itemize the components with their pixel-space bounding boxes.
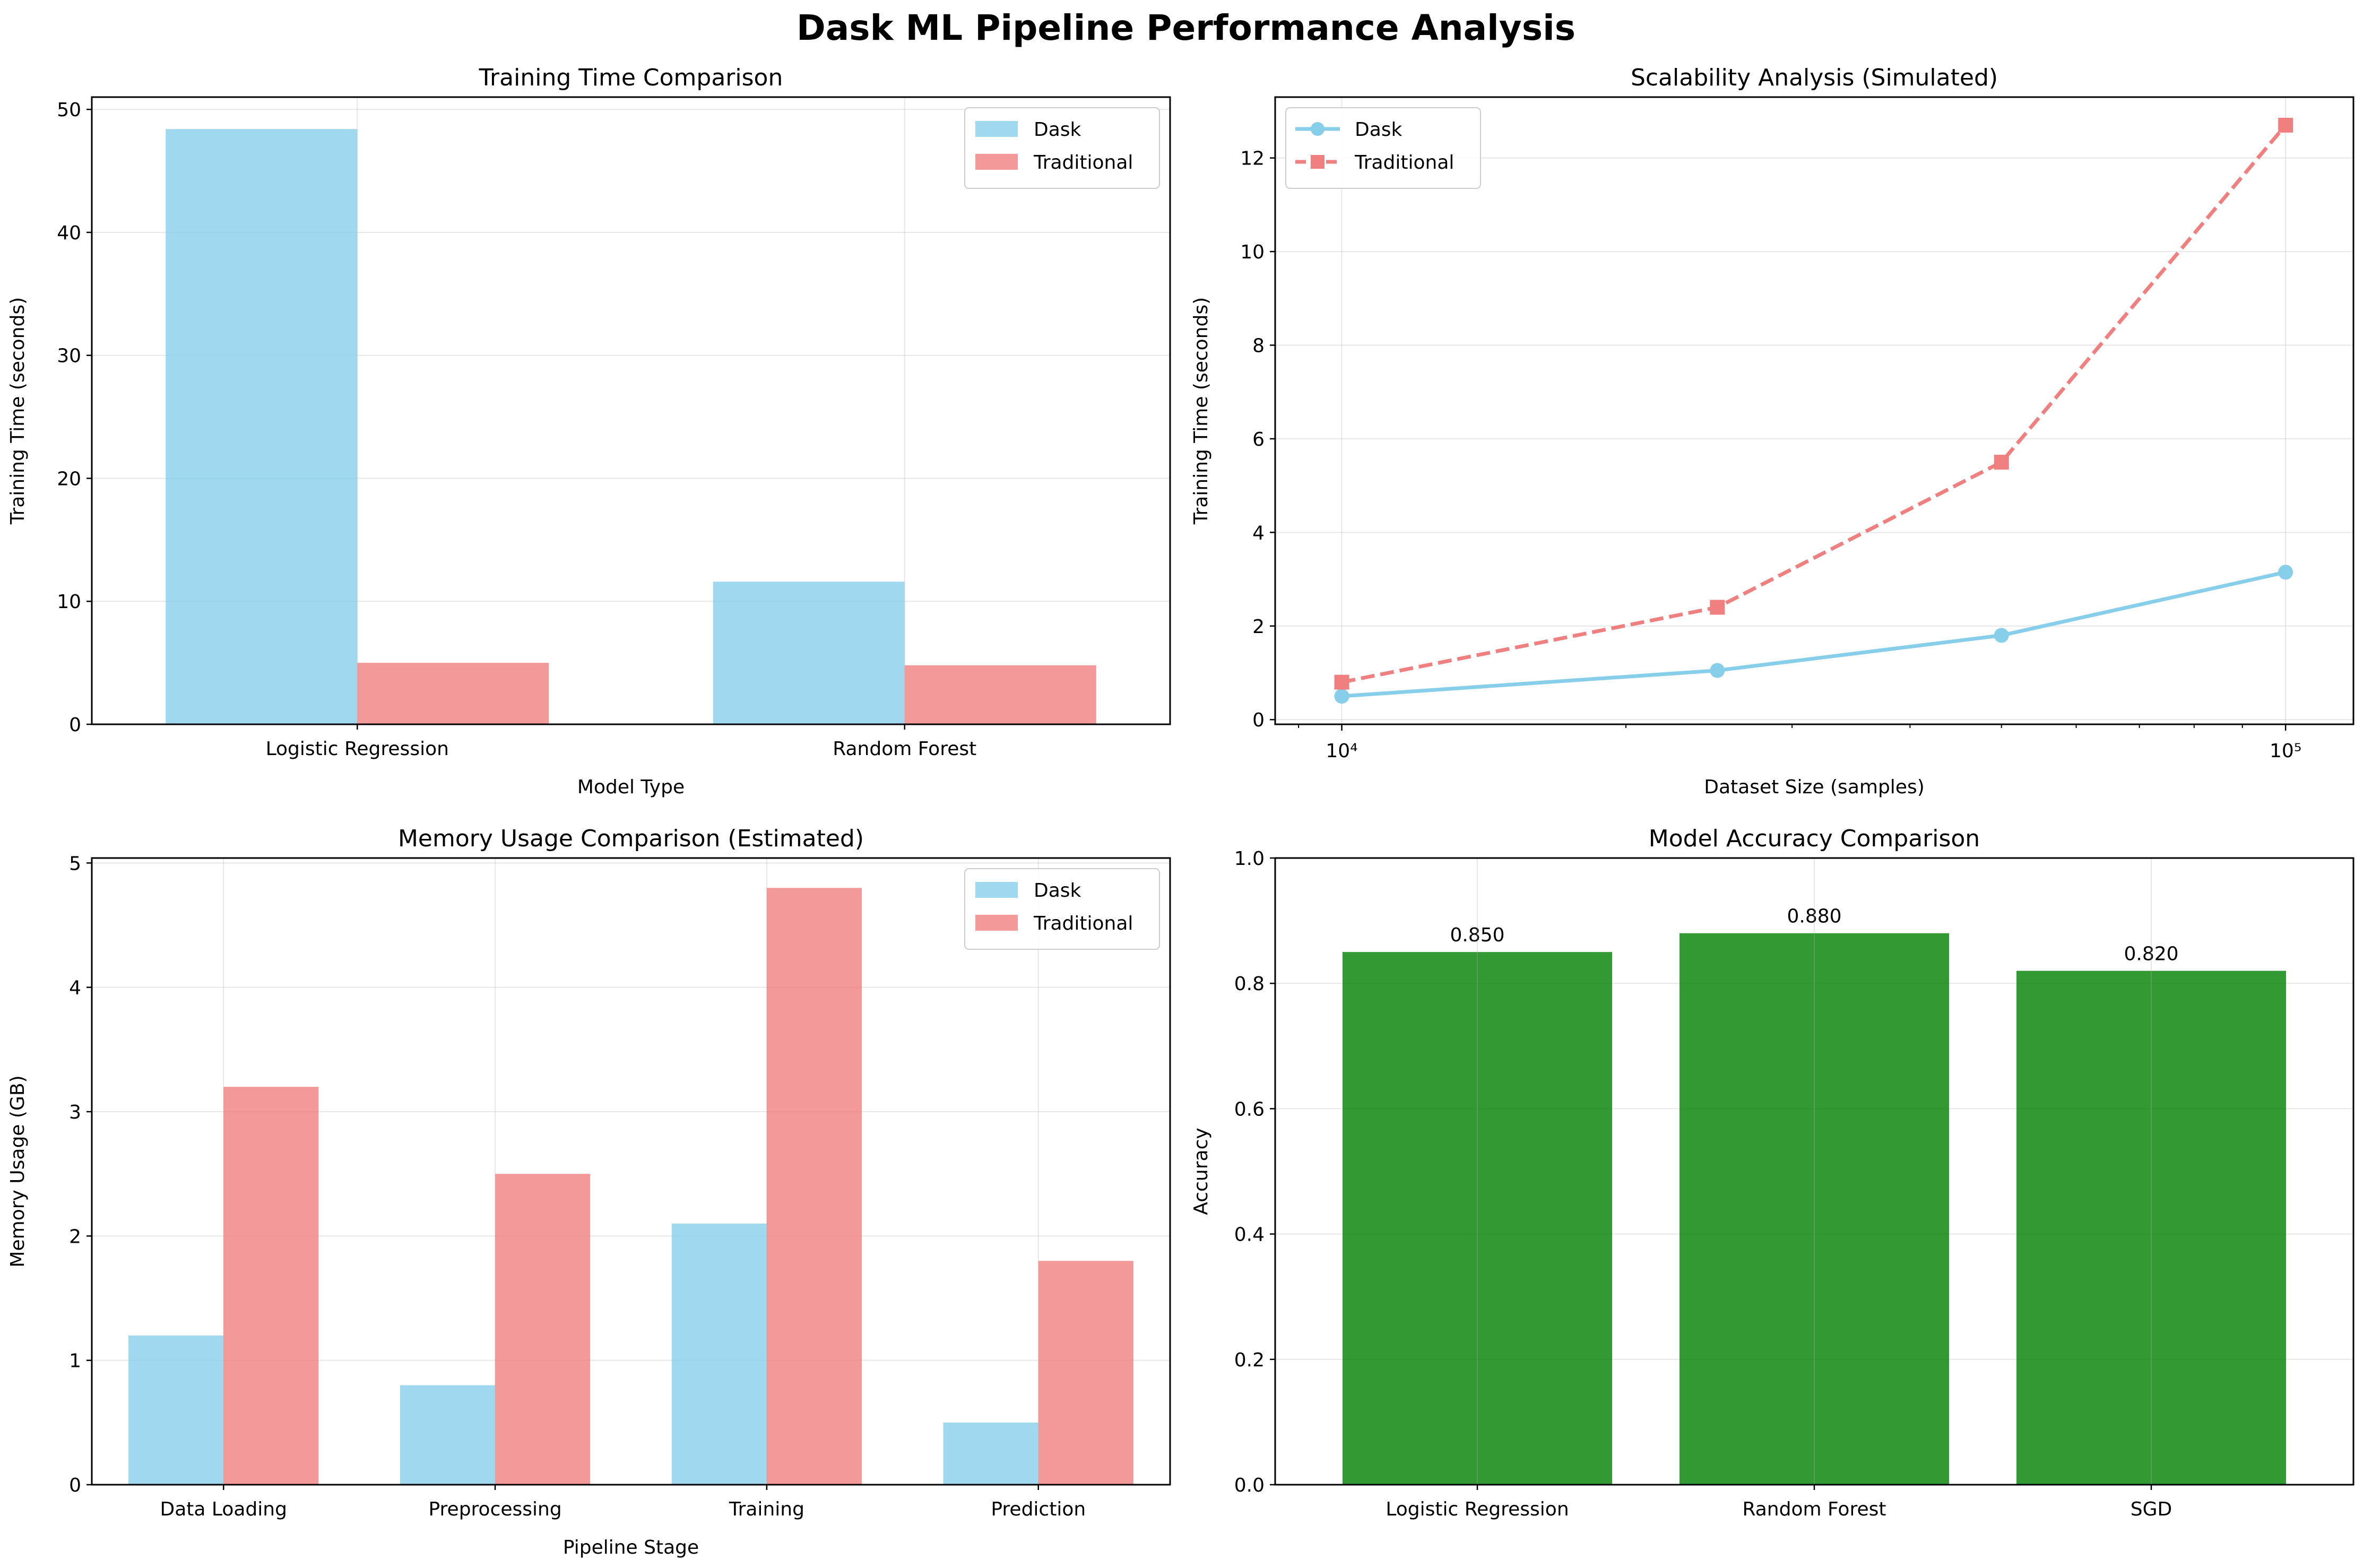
bar-traditional-training — [766, 888, 862, 1485]
legend-swatch-dask — [975, 121, 1018, 137]
panel-0-axes-frame — [91, 96, 1171, 725]
panel-3-ylabel: Accuracy — [1190, 1128, 1212, 1215]
bar-dask-prediction — [943, 1422, 1038, 1485]
panel-2-xtick-label: Preprocessing — [428, 1498, 561, 1520]
panel-3-ytick-label: 0.2 — [1234, 1349, 1265, 1371]
panel-2-ytick-label: 4 — [69, 977, 81, 999]
panel-2-xlabel: Pipeline Stage — [563, 1537, 699, 1558]
panel-1-ytick-label: 2 — [1252, 616, 1265, 638]
panel-3-xtick-label: Logistic Regression — [1386, 1498, 1569, 1520]
point-dask — [1994, 628, 2009, 643]
panel-1-ytick-label: 12 — [1240, 148, 1265, 170]
legend-swatch-dask — [975, 882, 1018, 898]
panel-1-ytick-label: 6 — [1252, 429, 1265, 451]
panel-3-xtick-label: SGD — [2131, 1498, 2172, 1520]
legend-marker — [1311, 122, 1324, 136]
point-traditional — [1710, 600, 1725, 615]
panel-1-xtick-label: 10⁵ — [2270, 740, 2301, 762]
point-dask — [1710, 663, 1725, 678]
panel-1-axes-frame — [1274, 96, 2354, 725]
panel-1-ytick-label: 4 — [1252, 522, 1265, 544]
legend-label-traditional: Traditional — [1033, 913, 1133, 934]
panel-0-xtick-label: Logistic Regression — [266, 738, 449, 760]
bar-dask-training — [671, 1223, 767, 1485]
panel-2-xtick-label: Data Loading — [160, 1498, 287, 1520]
line-traditional — [1341, 124, 2287, 685]
panel-0-ytick-label: 30 — [57, 345, 81, 367]
panel-0-ytick-label: 20 — [57, 468, 81, 490]
bar-accuracy-sgd — [2016, 971, 2286, 1485]
line-dask — [1341, 570, 2286, 698]
panel-1-ytick-label: 0 — [1252, 709, 1265, 731]
panel-1-ytick-label: 10 — [1240, 241, 1265, 263]
panel-0-title: Training Time Comparison — [479, 64, 783, 91]
panel-1-xlabel: Dataset Size (samples) — [1704, 776, 1925, 798]
bar-value-label: 0.820 — [2124, 943, 2178, 965]
point-traditional — [1334, 674, 1349, 690]
point-traditional — [1994, 455, 2009, 470]
panel-0-ytick-label: 0 — [69, 714, 81, 736]
panel-0-ytick-label: 10 — [57, 591, 81, 613]
bar-dask-data-loading — [128, 1335, 224, 1485]
legend-label-dask: Dask — [1355, 119, 1403, 141]
panel-2-xtick-label: Prediction — [991, 1498, 1086, 1520]
panel-2-ytick-label: 5 — [69, 853, 81, 874]
panel-2-ytick-label: 3 — [69, 1102, 81, 1123]
panel-3-axes-frame — [1274, 857, 2354, 1486]
panel-2-ytick-label: 1 — [69, 1350, 81, 1372]
panel-2-ytick-label: 2 — [69, 1226, 81, 1248]
legend-swatch-traditional — [975, 154, 1018, 170]
bar-traditional-logistic-regression — [357, 663, 549, 724]
panel-2-xtick-label: Training — [729, 1498, 804, 1520]
bar-dask-random-forest — [713, 582, 905, 724]
point-dask — [2278, 565, 2293, 580]
panel-1-ytick-label: 8 — [1252, 335, 1265, 357]
panel-2-ylabel: Memory Usage (GB) — [7, 1075, 29, 1267]
panel-3-xtick-label: Random Forest — [1743, 1498, 1886, 1520]
panel-3-ytick-label: 1.0 — [1234, 848, 1265, 870]
panel-1-xtick-label: 10⁴ — [1326, 740, 1357, 762]
panel-0-ylabel: Training Time (seconds) — [7, 297, 29, 525]
panel-3-ytick-label: 0.0 — [1234, 1475, 1265, 1496]
panel-2-title: Memory Usage Comparison (Estimated) — [398, 825, 864, 852]
panel-0-xlabel: Model Type — [577, 776, 685, 798]
bar-dask-preprocessing — [400, 1385, 496, 1485]
figure-title: Dask ML Pipeline Performance Analysis — [796, 7, 1576, 48]
panel-1-chart: Scalability Analysis (Simulated) Dataset … — [1190, 64, 2354, 798]
panel-2-ytick-label: 0 — [69, 1475, 81, 1496]
bar-value-label: 0.850 — [1450, 924, 1504, 946]
panel-3-ytick-label: 0.6 — [1234, 1098, 1265, 1120]
panel-3-ytick-label: 0.4 — [1234, 1224, 1265, 1246]
panel-0-ytick-label: 50 — [57, 99, 81, 121]
panel-2-axes-frame — [91, 857, 1171, 1486]
panel-0-chart: Training Time Comparison Model Type Traini… — [7, 64, 1171, 798]
panel-3-title: Model Accuracy Comparison — [1649, 825, 1980, 852]
bar-traditional-data-loading — [223, 1087, 319, 1485]
legend-label-traditional: Traditional — [1354, 152, 1454, 174]
legend-marker — [1311, 155, 1324, 169]
legend-label-dask: Dask — [1034, 119, 1081, 141]
point-traditional — [2278, 117, 2293, 133]
panel-0-xtick-label: Random Forest — [833, 738, 976, 760]
panel-1-ylabel: Training Time (seconds) — [1190, 297, 1212, 525]
bar-accuracy-random-forest — [1680, 933, 1949, 1485]
panel-3-ytick-label: 0.8 — [1234, 973, 1265, 995]
point-dask — [1334, 689, 1349, 704]
legend-label-dask: Dask — [1034, 880, 1081, 902]
bar-dask-logistic-regression — [166, 129, 358, 725]
panel-2-chart: Memory Usage Comparison (Estimated) Pipel… — [7, 825, 1171, 1558]
bar-traditional-random-forest — [904, 665, 1096, 724]
panel-3-chart: Model Accuracy Comparison Accuracy 0.0 0.2 0… — [1190, 825, 2354, 1520]
bar-accuracy-logistic-regression — [1343, 952, 1612, 1485]
bar-traditional-preprocessing — [495, 1174, 591, 1485]
legend-label-traditional: Traditional — [1033, 152, 1133, 174]
panel-0-ytick-label: 40 — [57, 222, 81, 244]
legend-swatch-traditional — [975, 915, 1018, 931]
panel-1-title: Scalability Analysis (Simulated) — [1631, 64, 1998, 91]
bar-traditional-prediction — [1038, 1261, 1133, 1485]
bar-value-label: 0.880 — [1787, 906, 1841, 928]
